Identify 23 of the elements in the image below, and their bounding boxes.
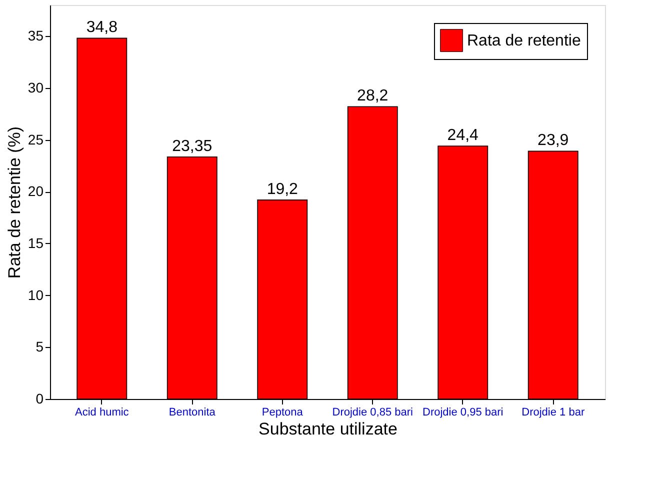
y-tick-label: 35 [28, 28, 44, 44]
x-tick-label: Drojdie 1 bar [522, 406, 585, 418]
legend-label: Rata de retentie [467, 32, 581, 50]
x-tick-label: Bentonita [168, 406, 216, 418]
data-label: 24,4 [447, 127, 479, 144]
data-label: 23,9 [538, 132, 569, 150]
y-tick-label: 25 [28, 131, 44, 148]
data-label: 23,35 [172, 138, 212, 155]
y-tick-label: 30 [28, 79, 44, 96]
x-tick-label: Peptona [262, 406, 304, 418]
x-tick-label: Drojdie 0,85 bari [332, 406, 413, 418]
y-tick-label: 20 [28, 183, 44, 200]
x-tick-label: Acid humic [74, 406, 130, 418]
x-tick-label: Drojdie 0,95 bari [422, 406, 504, 418]
y-tick-label: 5 [36, 338, 44, 355]
data-label: 28,2 [357, 88, 388, 105]
y-axis-title: Rata de retentie (%) [4, 126, 24, 279]
y-tick-label: 0 [36, 390, 44, 406]
y-tick-label: 15 [28, 234, 44, 251]
data-label: 19,2 [266, 180, 298, 198]
y-tick-label: 10 [28, 286, 44, 303]
data-label: 34,8 [86, 19, 118, 36]
x-axis-title: Substante utilizate [258, 420, 398, 438]
